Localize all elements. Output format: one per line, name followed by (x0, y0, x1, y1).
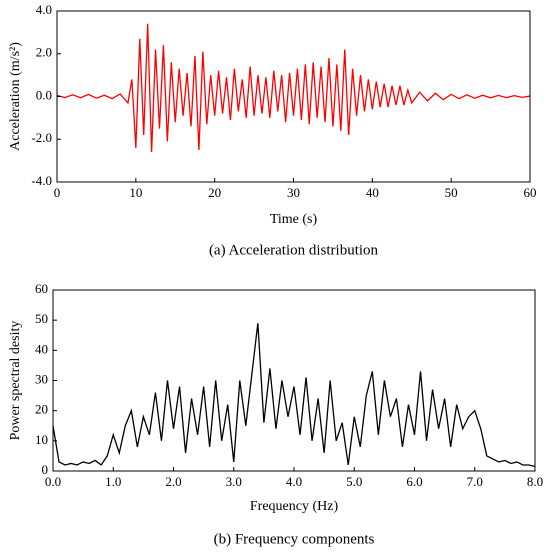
y-tick-label: 2.0 (36, 45, 52, 60)
y-axis-label: Acceleration (m/s²) (8, 42, 23, 151)
x-tick-label: 20 (208, 185, 221, 200)
x-tick-label: 40 (366, 185, 379, 200)
x-tick-label: 2.0 (165, 474, 181, 489)
y-tick-label: -4.0 (31, 173, 52, 188)
y-tick-label: 4.0 (36, 2, 52, 17)
x-tick-label: 30 (287, 185, 300, 200)
x-tick-label: 6.0 (406, 474, 422, 489)
plot-frame (56, 10, 531, 183)
x-tick-label: 0.0 (45, 474, 61, 489)
x-tick-label: 8.0 (527, 474, 543, 489)
x-axis-label: Time (s) (270, 212, 318, 227)
y-tick-label: 0.0 (36, 87, 52, 102)
y-tick-label: 40 (35, 341, 48, 356)
data-line (52, 323, 536, 468)
y-tick-label: 50 (35, 311, 48, 326)
y-tick-label: 20 (35, 402, 48, 417)
data-line (56, 23, 531, 153)
y-axis-label: Power spectral desity (8, 321, 23, 441)
y-tick-label: 0 (42, 462, 49, 477)
x-tick-label: 7.0 (467, 474, 483, 489)
y-tick-label: -2.0 (31, 130, 52, 145)
x-tick-label: 50 (445, 185, 458, 200)
plot-frame (52, 289, 536, 472)
x-tick-label: 1.0 (105, 474, 121, 489)
x-tick-label: 3.0 (226, 474, 242, 489)
y-tick-label: 60 (35, 281, 48, 296)
caption: (b) Frequency components (214, 531, 375, 547)
y-tick-label: 30 (35, 371, 48, 386)
x-tick-label: 0 (54, 185, 61, 200)
x-tick-label: 4.0 (286, 474, 302, 489)
caption: (a) Acceleration distribution (209, 242, 379, 258)
x-tick-label: 5.0 (346, 474, 362, 489)
x-tick-label: 10 (129, 185, 142, 200)
x-axis-label: Frequency (Hz) (250, 499, 339, 514)
y-tick-label: 10 (35, 432, 48, 447)
x-tick-label: 60 (524, 185, 537, 200)
